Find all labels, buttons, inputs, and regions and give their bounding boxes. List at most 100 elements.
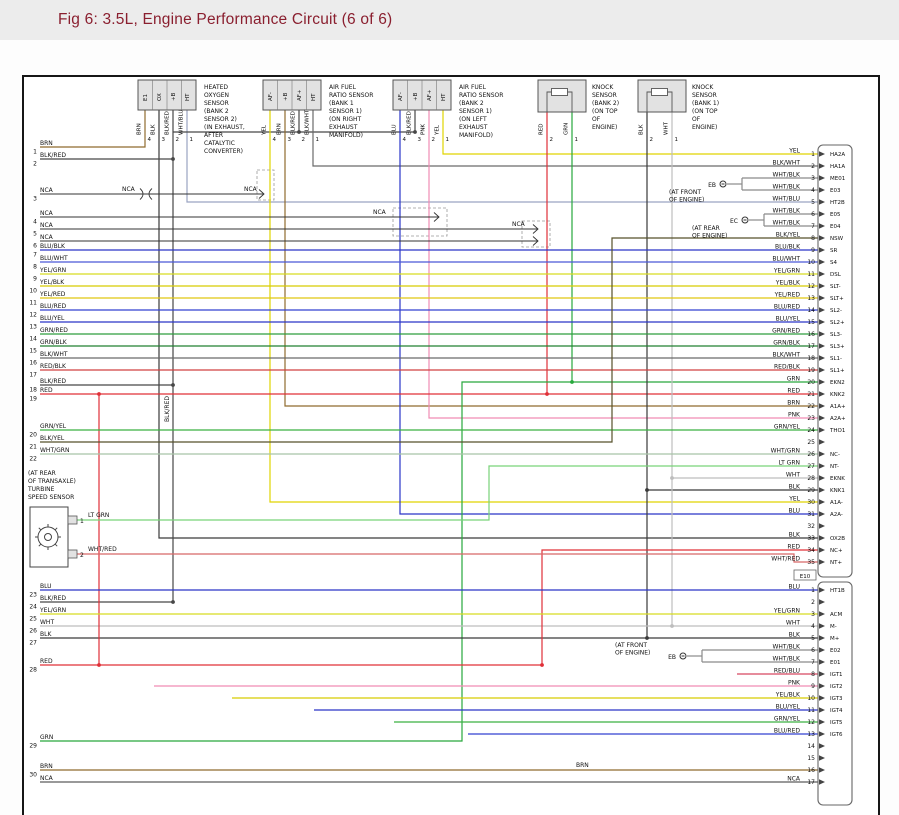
wire-lt-grn [77,465,818,521]
wire-number: 1 [190,137,194,143]
wire-color-label: GRN [787,376,800,383]
wire-color-label: BLU/WHT [40,255,68,262]
wire-color-label: BLK/RED [165,111,171,135]
ecm-pin-name: SLT+ [830,296,844,302]
ecm-pin-symbol [819,403,825,409]
component-pin-label: OX [157,93,163,101]
component-pin-label: E1 [143,94,149,101]
knock-element [551,88,568,96]
ecm-connector-a [817,144,853,578]
wire-number: 3 [418,137,422,143]
wire-color-label: LT GRN [88,512,109,519]
ecm-pin-number: 19 [807,367,815,374]
ecm-pin-symbol [819,707,825,713]
ecm-pin-name: HT2B [830,200,845,206]
ecm-pin-number: 9 [811,247,815,254]
wire-color-label: RED [787,544,800,551]
wire-color-label: BLK [151,124,157,135]
ecm-pin-number: 20 [807,379,815,386]
turbine-pin-number: 2 [80,552,84,559]
ecm-pin-name: SR [830,248,837,254]
ecm-pin-symbol [819,755,825,761]
ecm-pin-name: EKNK [830,476,845,482]
junction-dot [570,380,574,384]
wire-color-label: YEL [262,124,268,136]
ground-symbol [741,216,749,224]
left-row-number: 2 [33,161,37,168]
ecm-pin-name: HA2A [830,152,845,158]
ecm-pin-symbol [819,439,825,445]
wire-wht-blu [186,110,818,203]
junction-dot [171,157,175,161]
ecm-pin-symbol [819,415,825,421]
left-row-number: 18 [29,387,37,394]
ecm-pin-symbol [819,523,825,529]
wire-color-label: LT GRN [779,460,800,467]
wire-color-label: WHT/BLK [772,656,801,663]
ecm-pin-symbol [819,379,825,385]
ecm-pin-number: 32 [807,523,815,530]
ecm-pin-number: 8 [811,235,815,242]
turbine-sensor-label: (AT REAR [28,470,56,477]
ecm-pin-symbol [819,271,825,277]
ecm-pin-symbol [819,211,825,217]
ecm-pin-number: 31 [807,511,815,518]
left-row-number: 25 [29,616,37,623]
wire-color-label: BLK/YEL [40,435,65,442]
ecm-pin-name: NT+ [830,560,842,566]
wire-color-label: BLK/RED [164,396,171,422]
component-pin-label: AF- [268,92,274,101]
wire-color-label: BLK/RED [407,111,413,135]
wire-color-label: PNK [788,412,801,419]
component-description: EXHAUST [459,124,488,131]
wire-color-label: BRN [576,762,589,769]
inline-connector-symbol [433,212,440,222]
component-pin-label: HT [185,93,191,101]
wire-color-label: BLU/BLK [40,243,66,250]
ecm-pin-number: 14 [807,743,815,750]
ecm-pin-number: 5 [811,635,815,642]
component-description: OF [592,116,601,123]
wire-blk [158,110,818,539]
wire-color-label: BLU/RED [774,304,801,311]
ecm-pin-number: 11 [807,271,815,278]
ecm-pin-number: 12 [807,719,815,726]
ecm-pin-symbol [819,187,825,193]
ground-label: EB [668,654,676,661]
component-description: OF [692,116,701,123]
ecm-pin-number: 15 [807,755,815,762]
ecm-pin-name: DSL [830,272,842,278]
wire-color-label: WHT [786,472,800,479]
ecm-pin-symbol [819,235,825,241]
ecm-pin-number: 13 [807,295,815,302]
ecm-pin-name: NC- [830,452,840,458]
wire-color-label: WHT/BLK [772,184,801,191]
ecm-pin-name: NT- [830,464,839,470]
wire-number: 4 [148,137,152,143]
ecm-pin-symbol [819,175,825,181]
component-description: (BANK 1 [329,100,354,107]
ecm-pin-number: 33 [807,535,815,542]
wire-color-label: NCA [40,234,54,241]
ecm-pin-symbol [819,319,825,325]
ecm-pin-symbol [819,331,825,337]
ecm-pin-number: 28 [807,475,815,482]
junction-dot [171,600,175,604]
wire-color-label: BLK/RED [40,595,66,602]
turbine-rotor-tooth [38,543,42,547]
ecm-pin-symbol [819,475,825,481]
wire-number: 2 [550,137,554,143]
wire-color-label: BLU/YEL [776,704,801,711]
wire-color-label: BLU/WHT [772,256,800,263]
turbine-pin-number: 1 [80,518,84,525]
ecm-pin-number: 13 [807,731,815,738]
ecm-pin-name: SL3+ [830,344,845,350]
ecm-pin-name: THO1 [829,428,845,434]
junction-dot [545,392,549,396]
wire-color-label: WHT/RED [771,556,800,563]
left-row-number: 23 [29,592,37,599]
wire-color-label: GRN/YEL [774,424,801,431]
ecm-pin-name: A1A+ [830,404,846,410]
wire-color-label: NCA [373,209,387,216]
